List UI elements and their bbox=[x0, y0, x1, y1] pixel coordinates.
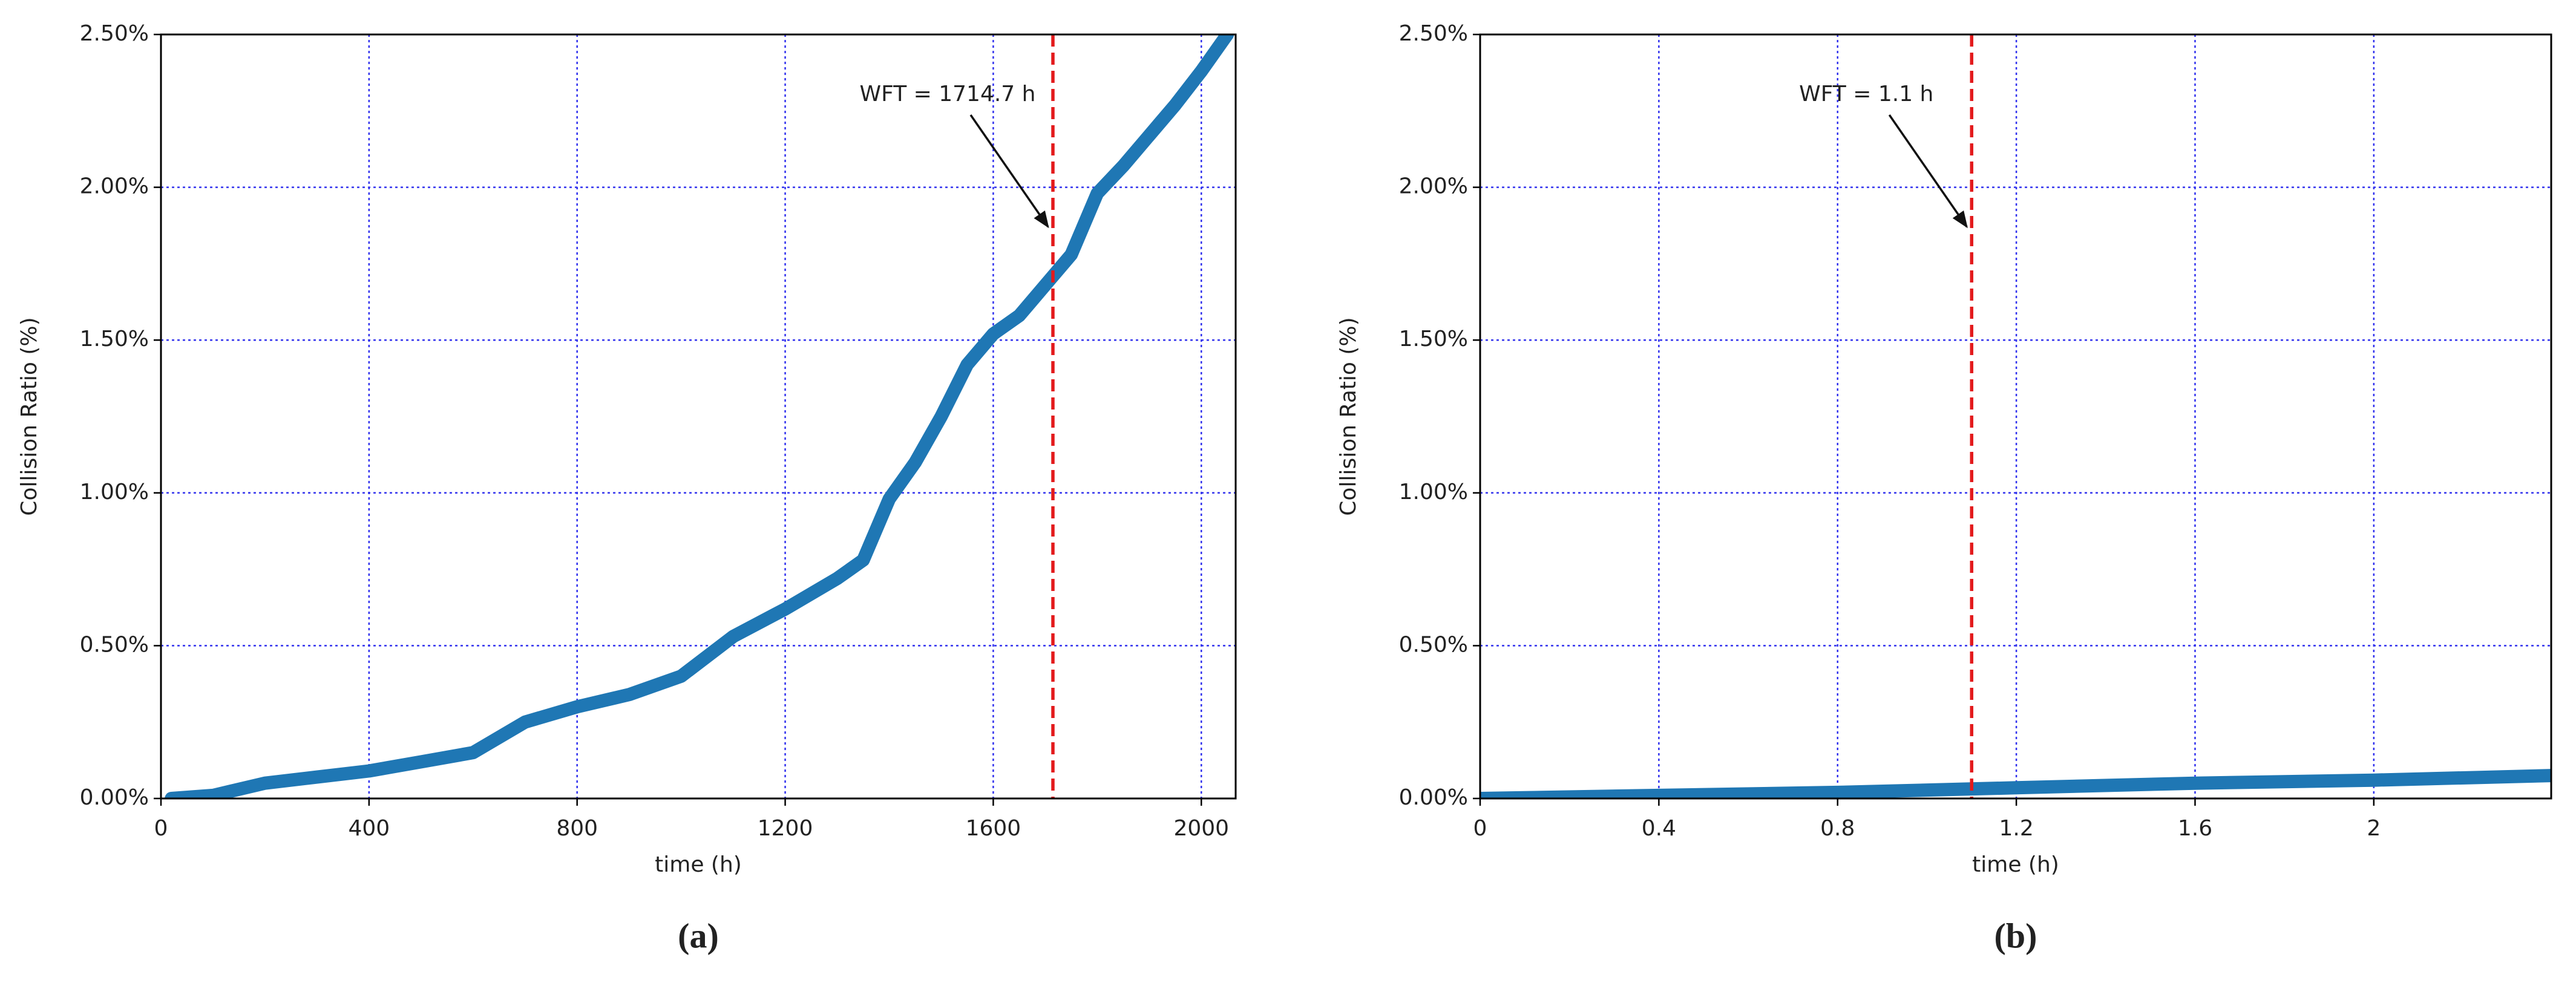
y-tick-label: 0.50% bbox=[1399, 632, 1468, 657]
y-tick-label: 1.00% bbox=[1399, 480, 1468, 504]
y-tick-label: 2.50% bbox=[80, 21, 149, 46]
y-tick-label: 0.50% bbox=[80, 632, 149, 657]
x-tick-label: 400 bbox=[348, 816, 390, 841]
y-tick-label: 0.00% bbox=[80, 785, 149, 810]
plot-frame bbox=[160, 33, 1237, 800]
panel-label: (b) bbox=[1994, 916, 2037, 955]
x-tick-label: 800 bbox=[556, 816, 598, 841]
y-tick-label: 1.00% bbox=[80, 480, 149, 504]
annotation-arrow bbox=[1888, 114, 1968, 229]
annotation: WFT = 1.1 h bbox=[1799, 82, 1933, 106]
annotation-arrow bbox=[969, 114, 1049, 229]
x-tick-label: 0 bbox=[1473, 816, 1487, 841]
x-tick-label: 1200 bbox=[758, 816, 813, 841]
plot-frame bbox=[1479, 33, 2552, 800]
y-tick-label: 0.00% bbox=[1399, 785, 1468, 810]
x-tick-label: 0.8 bbox=[1820, 816, 1855, 841]
y-tick-label: 2.00% bbox=[80, 174, 149, 199]
x-tick-label: 0 bbox=[154, 816, 168, 841]
x-axis-label: time (h) bbox=[655, 852, 742, 877]
x-tick-label: 1600 bbox=[966, 816, 1021, 841]
chart: 0.00% 0.50% 1.00% 1.50% 2.00% 2.50% 0 0.4 0.8 1.2… bbox=[1336, 21, 2552, 955]
y-axis-label: Collision Ratio (%) bbox=[17, 317, 42, 515]
annotation: WFT = 1714.7 h bbox=[860, 82, 1036, 106]
y-axis-label: Collision Ratio (%) bbox=[1336, 317, 1361, 515]
x-tick-label: 0.4 bbox=[1642, 816, 1676, 841]
x-axis-label: time (h) bbox=[1972, 852, 2059, 877]
x-tick-label: 1.2 bbox=[1999, 816, 2033, 841]
panel-label: (a) bbox=[678, 916, 719, 955]
x-tick-label: 2 bbox=[2367, 816, 2381, 841]
x-tick-label: 1.6 bbox=[2178, 816, 2212, 841]
y-tick-label: 2.50% bbox=[1399, 21, 1468, 46]
x-tick-label: 2000 bbox=[1173, 816, 1229, 841]
y-tick-label: 1.50% bbox=[80, 327, 149, 351]
data-line bbox=[165, 34, 1234, 798]
y-tick-label: 1.50% bbox=[1399, 327, 1468, 351]
data-line bbox=[1480, 769, 2551, 798]
chart: 0.00% 0.50% 1.00% 1.50% 2.00% 2.50% 0 400 800 120… bbox=[17, 21, 1237, 955]
y-tick-label: 2.00% bbox=[1399, 174, 1468, 199]
